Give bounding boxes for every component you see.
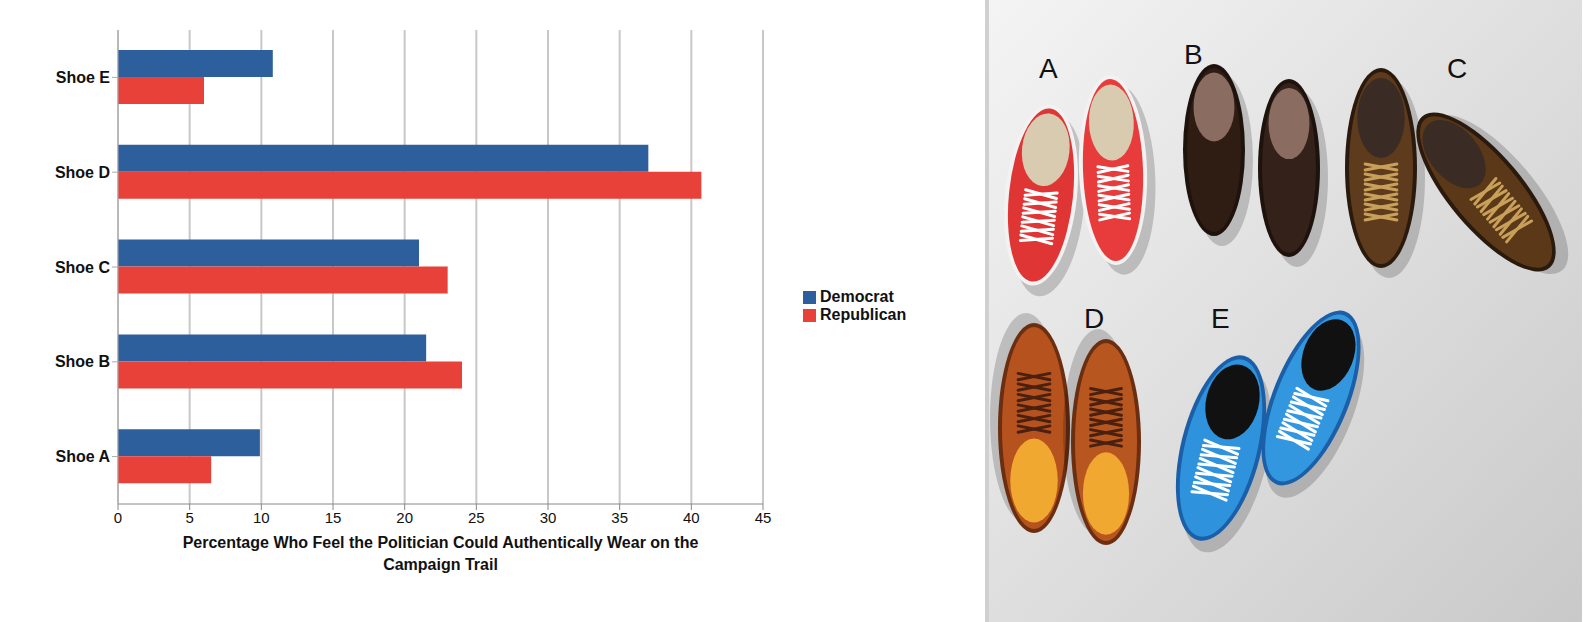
svg-text:Shoe E: Shoe E bbox=[56, 69, 111, 86]
svg-text:0: 0 bbox=[114, 509, 122, 526]
svg-text:Shoe A: Shoe A bbox=[55, 448, 110, 465]
svg-text:10: 10 bbox=[253, 509, 270, 526]
svg-text:Shoe B: Shoe B bbox=[55, 353, 110, 370]
html-text:Democrat: Democrat bbox=[820, 288, 894, 305]
svg-text:5: 5 bbox=[185, 509, 193, 526]
svg-text:E: E bbox=[1211, 303, 1230, 334]
svg-text:30: 30 bbox=[540, 509, 557, 526]
svg-text:20: 20 bbox=[396, 509, 413, 526]
svg-text:C: C bbox=[1447, 53, 1467, 84]
svg-text:B: B bbox=[1184, 39, 1203, 70]
svg-text:45: 45 bbox=[755, 509, 772, 526]
html-text:Republican: Republican bbox=[820, 306, 907, 323]
svg-text:Percentage Who Feel the Politi: Percentage Who Feel the Politician Could… bbox=[183, 534, 699, 573]
svg-text:Shoe D: Shoe D bbox=[55, 164, 110, 181]
svg-text:35: 35 bbox=[611, 509, 628, 526]
svg-text:Shoe C: Shoe C bbox=[55, 259, 111, 276]
svg-text:40: 40 bbox=[683, 509, 700, 526]
svg-text:A: A bbox=[1039, 53, 1058, 84]
svg-text:25: 25 bbox=[468, 509, 485, 526]
svg-text:15: 15 bbox=[325, 509, 342, 526]
svg-text:D: D bbox=[1084, 303, 1104, 334]
